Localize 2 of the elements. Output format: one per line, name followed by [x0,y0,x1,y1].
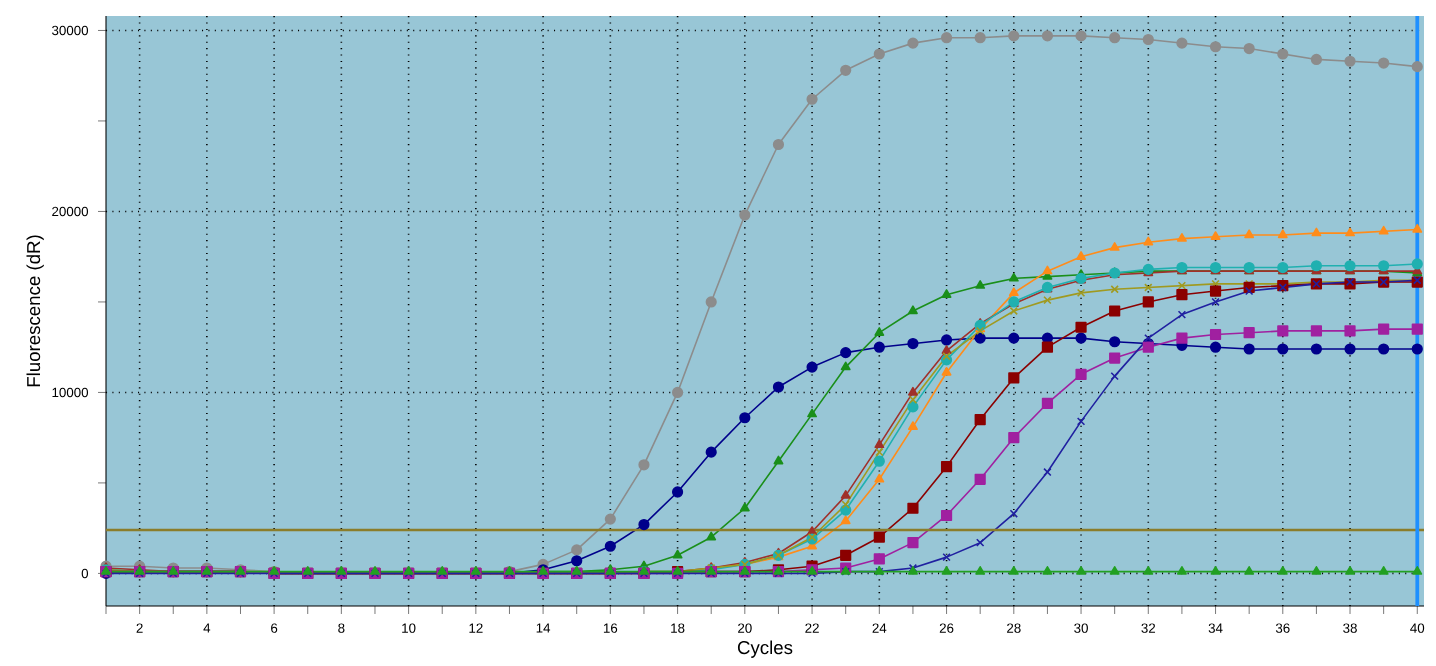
y-axis-title: Fluorescence (dR) [26,235,44,386]
x-axis-title: Cycles [737,640,793,658]
